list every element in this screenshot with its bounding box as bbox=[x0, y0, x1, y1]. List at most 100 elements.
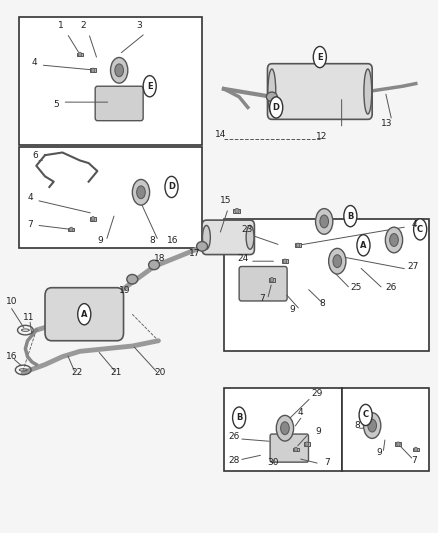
Ellipse shape bbox=[269, 97, 282, 118]
Ellipse shape bbox=[78, 304, 91, 325]
Circle shape bbox=[269, 278, 273, 282]
Bar bbox=[90, 68, 96, 72]
Ellipse shape bbox=[315, 208, 332, 235]
Ellipse shape bbox=[363, 69, 371, 114]
Bar bbox=[412, 448, 418, 451]
Bar bbox=[223, 219, 428, 351]
Text: D: D bbox=[272, 103, 279, 112]
Circle shape bbox=[234, 208, 239, 213]
Text: 17: 17 bbox=[188, 249, 200, 258]
Ellipse shape bbox=[267, 69, 275, 114]
Ellipse shape bbox=[246, 225, 254, 249]
Circle shape bbox=[296, 243, 299, 247]
Text: C: C bbox=[362, 410, 368, 419]
Circle shape bbox=[78, 52, 81, 56]
Text: 12: 12 bbox=[315, 132, 326, 141]
Ellipse shape bbox=[165, 176, 178, 198]
Text: 4: 4 bbox=[297, 408, 303, 417]
Text: C: C bbox=[416, 225, 422, 234]
Text: B: B bbox=[235, 413, 242, 422]
FancyBboxPatch shape bbox=[267, 63, 371, 119]
Text: B: B bbox=[346, 212, 353, 221]
Text: 9: 9 bbox=[315, 426, 321, 435]
Text: 7: 7 bbox=[28, 220, 33, 229]
Ellipse shape bbox=[202, 225, 210, 249]
Circle shape bbox=[304, 442, 308, 446]
Text: 29: 29 bbox=[311, 390, 322, 398]
Bar bbox=[341, 389, 428, 471]
Circle shape bbox=[69, 227, 73, 232]
Text: 7: 7 bbox=[258, 294, 264, 303]
Circle shape bbox=[413, 447, 417, 451]
Text: 1: 1 bbox=[58, 21, 64, 30]
Text: 8: 8 bbox=[354, 421, 360, 430]
Text: 3: 3 bbox=[136, 21, 142, 30]
Circle shape bbox=[396, 442, 399, 446]
Text: 9: 9 bbox=[97, 236, 103, 245]
Bar bbox=[223, 389, 341, 471]
Ellipse shape bbox=[313, 46, 325, 68]
Text: 9: 9 bbox=[376, 448, 381, 457]
FancyBboxPatch shape bbox=[239, 266, 286, 301]
Ellipse shape bbox=[132, 180, 149, 205]
Text: D: D bbox=[168, 182, 175, 191]
Text: 27: 27 bbox=[406, 262, 417, 271]
Bar bbox=[294, 244, 300, 247]
Text: 23: 23 bbox=[241, 225, 252, 234]
Ellipse shape bbox=[332, 255, 341, 268]
Text: A: A bbox=[81, 310, 87, 319]
Circle shape bbox=[293, 447, 297, 451]
Ellipse shape bbox=[367, 419, 376, 432]
Circle shape bbox=[283, 259, 286, 263]
Ellipse shape bbox=[276, 415, 293, 441]
Text: 16: 16 bbox=[167, 236, 178, 245]
Text: 26: 26 bbox=[385, 284, 396, 293]
Circle shape bbox=[91, 216, 95, 221]
Circle shape bbox=[91, 68, 95, 72]
Bar bbox=[268, 278, 274, 281]
Text: 20: 20 bbox=[154, 368, 165, 377]
Text: 24: 24 bbox=[237, 254, 247, 263]
Ellipse shape bbox=[143, 76, 156, 97]
Bar bbox=[233, 209, 240, 213]
Text: 18: 18 bbox=[154, 254, 165, 263]
Ellipse shape bbox=[280, 422, 289, 434]
Bar bbox=[281, 260, 287, 263]
Ellipse shape bbox=[413, 219, 426, 240]
FancyBboxPatch shape bbox=[269, 434, 308, 462]
Ellipse shape bbox=[232, 407, 245, 428]
Ellipse shape bbox=[358, 405, 371, 425]
Bar bbox=[19, 17, 201, 144]
Bar bbox=[19, 147, 201, 248]
Ellipse shape bbox=[389, 233, 397, 246]
Text: 4: 4 bbox=[28, 193, 33, 202]
Ellipse shape bbox=[148, 260, 159, 270]
Text: 8: 8 bbox=[149, 236, 155, 245]
Ellipse shape bbox=[328, 248, 345, 274]
Text: 2: 2 bbox=[80, 21, 85, 30]
Bar bbox=[90, 217, 96, 221]
Bar bbox=[292, 448, 298, 451]
Bar bbox=[303, 442, 309, 446]
Ellipse shape bbox=[136, 186, 145, 199]
Ellipse shape bbox=[115, 64, 123, 77]
Text: 6: 6 bbox=[32, 151, 38, 160]
Text: 9: 9 bbox=[289, 304, 294, 313]
FancyBboxPatch shape bbox=[95, 86, 143, 120]
Bar bbox=[68, 228, 74, 231]
Text: 25: 25 bbox=[350, 284, 361, 293]
Ellipse shape bbox=[356, 235, 369, 256]
Ellipse shape bbox=[127, 274, 138, 284]
Text: 10: 10 bbox=[6, 297, 17, 305]
Text: 4: 4 bbox=[32, 58, 38, 67]
Ellipse shape bbox=[196, 241, 207, 251]
Ellipse shape bbox=[363, 413, 380, 439]
Text: 21: 21 bbox=[110, 368, 121, 377]
Text: 14: 14 bbox=[215, 130, 226, 139]
Text: 15: 15 bbox=[219, 196, 230, 205]
Text: E: E bbox=[316, 53, 322, 62]
Text: 11: 11 bbox=[23, 312, 35, 321]
Text: 4: 4 bbox=[410, 220, 416, 229]
Ellipse shape bbox=[385, 227, 402, 253]
Text: E: E bbox=[147, 82, 152, 91]
